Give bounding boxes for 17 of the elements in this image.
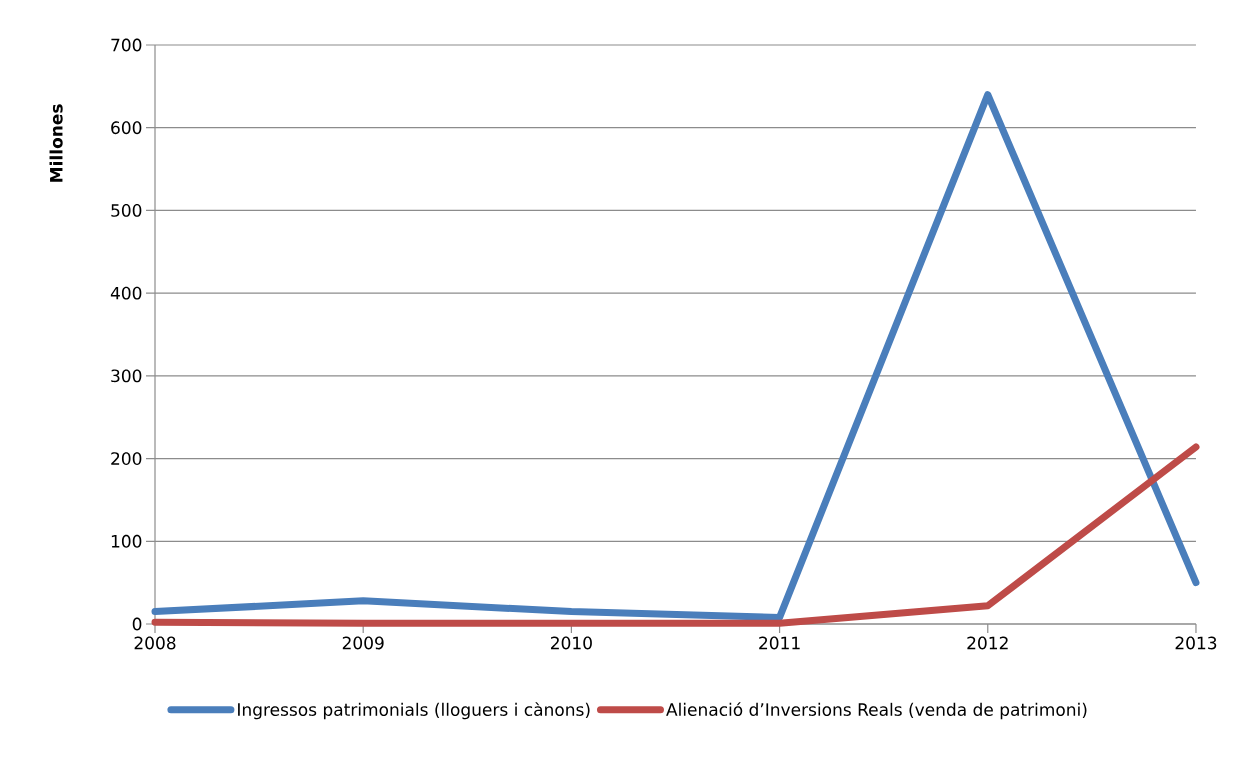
y-tick-label: 300 (111, 369, 142, 383)
y-tick-label: 600 (111, 121, 142, 135)
legend-label: Ingressos patrimonials (lloguers i cànons) (238, 702, 590, 720)
x-tick-label: 2012 (967, 636, 1008, 650)
y-tick-label: 400 (110, 286, 142, 300)
x-tick-label: 2009 (342, 636, 384, 650)
y-axis-title: Millones (49, 104, 63, 182)
y-tick-label: 700 (111, 38, 142, 52)
y-tick-label: 200 (111, 452, 142, 465)
x-tick-label: 2008 (134, 636, 176, 650)
x-tick-label: 2011 (759, 636, 800, 650)
x-tick-label: 2013 (1175, 636, 1217, 650)
x-tick-label: 2010 (551, 636, 592, 650)
legend-label: Alienació d’Inversions Reals (venda de patrimoni) (666, 702, 1087, 720)
y-tick-label: 100 (111, 534, 142, 548)
y-tick-label: 0 (132, 617, 142, 631)
y-tick-label: 500 (111, 203, 142, 217)
